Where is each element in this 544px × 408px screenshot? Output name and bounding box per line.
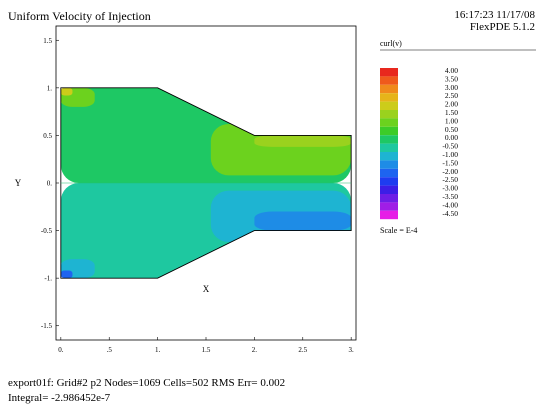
legend-swatch (380, 168, 398, 178)
legend-swatch (380, 210, 398, 220)
legend-swatch (380, 152, 398, 161)
legend-swatch (380, 118, 398, 127)
legend-swatch (380, 185, 398, 194)
plot-title: Uniform Velocity of Injection (8, 9, 151, 23)
legend-swatch (380, 76, 398, 85)
y-tick-label: 0.5 (43, 132, 52, 140)
legend-swatch (380, 101, 398, 110)
legend-level: 2.50 (445, 91, 458, 100)
legend-level: 3.50 (445, 74, 458, 83)
timestamp-version: 16:17:23 11/17/08 FlexPDE 5.1.2 (454, 9, 535, 33)
domain-outline (60, 87, 352, 279)
legend-level: -4.50 (442, 209, 458, 218)
legend-level: -4.00 (442, 200, 458, 209)
x-tick-label: 0. (58, 346, 64, 354)
legend-swatch (380, 177, 398, 186)
y-tick-label: 1.5 (43, 37, 52, 45)
legend-level: -2.50 (442, 175, 458, 184)
x-tick-label: 1. (155, 346, 161, 354)
legend-level: -1.00 (442, 150, 458, 159)
contour-region (60, 270, 73, 279)
y-tick-label: -1. (44, 275, 52, 283)
legend-level: -3.50 (442, 192, 458, 201)
legend-swatch (380, 202, 398, 211)
legend-swatch (380, 126, 398, 136)
legend-swatch (380, 110, 398, 119)
legend-level: 2.00 (445, 100, 458, 109)
y-tick-label: 0. (47, 180, 53, 188)
run-summary: export01f: Grid#2 p2 Nodes=1069 Cells=50… (8, 377, 286, 389)
x-tick-label: 3. (349, 346, 355, 354)
contour-region (60, 87, 73, 96)
legend-swatch (380, 143, 398, 152)
legend-swatch (380, 68, 398, 77)
integral-value: Integral= -2.986452e-7 (8, 392, 111, 404)
legend-level: 0.50 (445, 125, 458, 134)
legend-level: 1.00 (445, 116, 458, 125)
legend-level: 3.00 (445, 83, 458, 92)
x-tick-label: 1.5 (202, 346, 211, 354)
legend-swatch (380, 194, 398, 203)
legend-variable: curl(v) (380, 39, 402, 48)
legend-level: 0.00 (445, 133, 458, 142)
legend-scale: Scale = E-4 (380, 226, 417, 235)
legend-swatch (380, 135, 398, 144)
x-tick-label: 2.5 (298, 346, 307, 354)
legend-level: -3.00 (442, 184, 458, 193)
y-axis-label: Y (15, 178, 22, 188)
contour-region (254, 211, 352, 231)
software-version: FlexPDE 5.1.2 (469, 21, 535, 33)
y-tick-label: -0.5 (41, 227, 53, 235)
legend-level: -0.50 (442, 142, 458, 151)
x-tick-label: .5 (107, 346, 113, 354)
contour-region (210, 124, 352, 176)
legend-level: 1.50 (445, 108, 458, 117)
legend-level: 4.00 (445, 66, 458, 75)
y-tick-label: 1. (47, 84, 53, 92)
legend-level: -2.00 (442, 167, 458, 176)
legend-swatch (380, 93, 398, 102)
x-tick-label: 2. (252, 346, 258, 354)
x-axis-label: X (203, 284, 210, 294)
legend-level: -1.50 (442, 158, 458, 167)
timestamp: 16:17:23 11/17/08 (454, 9, 535, 21)
legend-swatch (380, 84, 398, 94)
contour-region (254, 135, 352, 147)
y-tick-label: -1.5 (41, 322, 53, 330)
legend-swatch (380, 160, 398, 169)
